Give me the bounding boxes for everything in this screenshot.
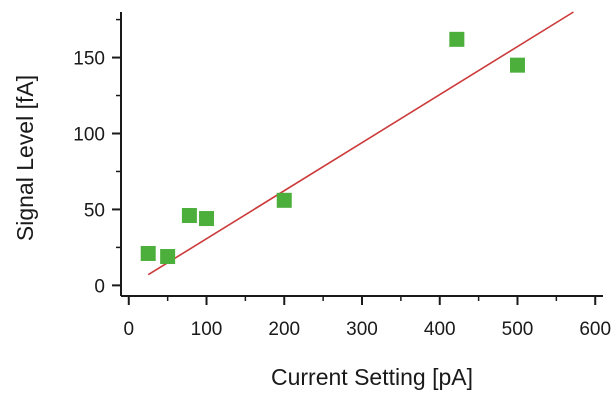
data-point [140,245,156,261]
x-tick-label: 200 [268,319,300,340]
axes-layer [120,12,603,297]
data-point [449,31,465,47]
y-tick-label: 100 [73,124,105,145]
data-point [276,192,292,208]
ticks-layer: 0 100 200 300 400 500 600 0 50 100 150 [73,18,611,340]
y-tick-label: 150 [73,49,105,70]
data-point [199,211,215,227]
y-tick-label: 0 [94,276,105,297]
fit-line-layer [147,11,574,276]
data-point [181,208,197,224]
y-tick-label: 50 [84,200,105,221]
x-tick-label: 400 [424,319,456,340]
data-point [160,249,176,265]
x-tick-label: 0 [123,319,134,340]
x-tick-label: 300 [346,319,378,340]
x-tick-label: 100 [191,319,223,340]
y-axis-title: Signal Level [fA] [12,75,38,241]
fit-line [147,11,574,276]
data-points-layer [140,31,525,265]
x-axis-title: Current Setting [pA] [271,364,473,390]
x-tick-label: 600 [579,319,611,340]
data-point [509,57,525,73]
x-tick-label: 500 [502,319,534,340]
